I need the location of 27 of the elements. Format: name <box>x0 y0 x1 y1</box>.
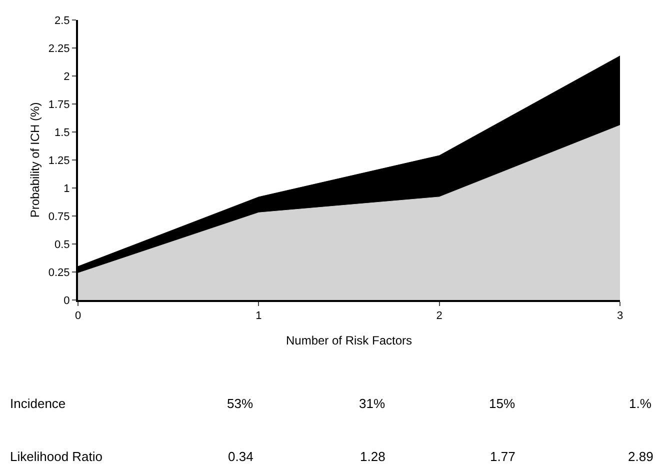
text: Likelihood Ratio <box>10 449 103 464</box>
text: Incidence <box>10 396 66 411</box>
text: 0.34 <box>228 449 254 464</box>
text: 1.77 <box>490 449 516 464</box>
text: 53% <box>227 396 254 411</box>
y-tick-label: 0 <box>64 294 70 307</box>
y-tick-label: 1.75 <box>48 98 70 111</box>
y-tick-label: 0.75 <box>48 210 70 223</box>
text: 31% <box>359 396 386 411</box>
y-tick-label: 0.5 <box>54 238 70 251</box>
y-tick-label: 1 <box>64 182 70 195</box>
x-tick-label: 1 <box>256 310 262 322</box>
y-tick-label: 2.25 <box>48 42 70 55</box>
x-tick-label: 2 <box>436 310 442 322</box>
y-tick-label: 1.25 <box>48 154 70 167</box>
text: 2.89 <box>628 449 654 464</box>
x-tick-label: 0 <box>74 310 82 322</box>
y-tick-label: 2.5 <box>54 14 70 27</box>
text: 1.% <box>629 396 652 411</box>
y-axis-title: Probability of ICH (%) <box>28 102 42 218</box>
x-tick-label: 3 <box>616 310 624 322</box>
y-tick-label: 2 <box>64 70 70 83</box>
y-tick-label: 0.25 <box>48 266 70 279</box>
x-axis-title: Number of Risk Factors <box>286 334 412 348</box>
text: 15% <box>489 396 516 411</box>
text: 1.28 <box>360 449 386 464</box>
y-tick-label: 1.5 <box>54 126 70 139</box>
